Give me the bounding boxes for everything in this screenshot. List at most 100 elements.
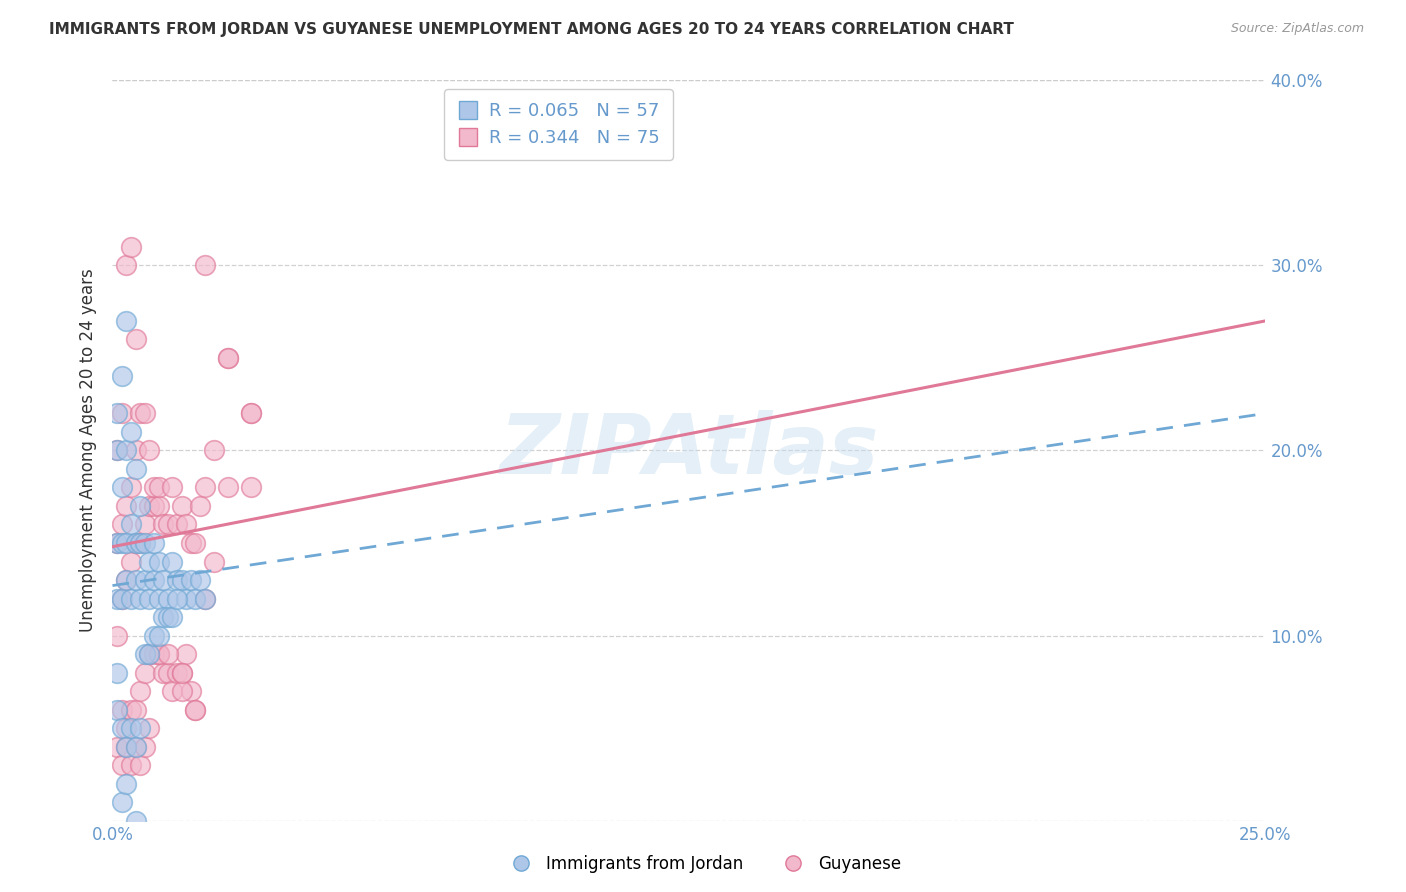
Point	[138, 721, 160, 735]
Point	[148, 591, 170, 606]
Point	[105, 536, 128, 550]
Point	[124, 462, 146, 476]
Point	[138, 499, 160, 513]
Point	[148, 554, 170, 569]
Point	[115, 573, 138, 587]
Point	[194, 481, 217, 495]
Text: IMMIGRANTS FROM JORDAN VS GUYANESE UNEMPLOYMENT AMONG AGES 20 TO 24 YEARS CORREL: IMMIGRANTS FROM JORDAN VS GUYANESE UNEMP…	[49, 22, 1014, 37]
Point	[120, 425, 142, 439]
Point	[105, 739, 128, 754]
Point	[120, 517, 142, 532]
Point	[115, 259, 138, 273]
Point	[129, 536, 152, 550]
Point	[111, 369, 134, 384]
Point	[166, 665, 188, 680]
Point	[180, 573, 202, 587]
Legend: Immigrants from Jordan, Guyanese: Immigrants from Jordan, Guyanese	[498, 848, 908, 880]
Point	[124, 739, 146, 754]
Point	[115, 739, 138, 754]
Point	[124, 703, 146, 717]
Point	[105, 536, 128, 550]
Point	[105, 443, 128, 458]
Point	[115, 314, 138, 328]
Point	[156, 517, 179, 532]
Point	[120, 240, 142, 254]
Point	[162, 481, 184, 495]
Point	[239, 481, 262, 495]
Point	[134, 517, 156, 532]
Point	[148, 499, 170, 513]
Point	[120, 554, 142, 569]
Point	[143, 573, 166, 587]
Point	[115, 499, 138, 513]
Point	[156, 591, 179, 606]
Point	[124, 573, 146, 587]
Legend: R = 0.065   N = 57, R = 0.344   N = 75: R = 0.065 N = 57, R = 0.344 N = 75	[444, 89, 673, 160]
Point	[174, 647, 197, 661]
Point	[124, 814, 146, 828]
Point	[162, 554, 184, 569]
Point	[194, 591, 217, 606]
Point	[124, 332, 146, 346]
Point	[129, 499, 152, 513]
Point	[111, 795, 134, 809]
Point	[111, 758, 134, 772]
Point	[134, 739, 156, 754]
Point	[170, 573, 193, 587]
Point	[111, 517, 134, 532]
Point	[129, 758, 152, 772]
Point	[138, 443, 160, 458]
Point	[115, 573, 138, 587]
Point	[148, 647, 170, 661]
Text: ZIPAtlas: ZIPAtlas	[499, 410, 879, 491]
Point	[170, 665, 193, 680]
Point	[143, 499, 166, 513]
Point	[111, 721, 134, 735]
Point	[217, 481, 239, 495]
Point	[115, 443, 138, 458]
Point	[115, 536, 138, 550]
Point	[120, 481, 142, 495]
Point	[239, 407, 262, 421]
Point	[194, 259, 217, 273]
Point	[120, 721, 142, 735]
Point	[124, 536, 146, 550]
Point	[143, 628, 166, 642]
Point	[162, 610, 184, 624]
Point	[105, 628, 128, 642]
Point	[134, 573, 156, 587]
Point	[134, 647, 156, 661]
Point	[202, 443, 225, 458]
Text: Source: ZipAtlas.com: Source: ZipAtlas.com	[1230, 22, 1364, 36]
Point	[166, 573, 188, 587]
Point	[124, 443, 146, 458]
Point	[105, 703, 128, 717]
Point	[170, 499, 193, 513]
Point	[105, 591, 128, 606]
Point	[180, 684, 202, 698]
Point	[194, 591, 217, 606]
Point	[120, 758, 142, 772]
Point	[188, 499, 211, 513]
Point	[143, 647, 166, 661]
Point	[156, 665, 179, 680]
Y-axis label: Unemployment Among Ages 20 to 24 years: Unemployment Among Ages 20 to 24 years	[79, 268, 97, 632]
Point	[202, 554, 225, 569]
Point	[217, 351, 239, 365]
Point	[115, 739, 138, 754]
Point	[105, 665, 128, 680]
Point	[174, 517, 197, 532]
Point	[129, 591, 152, 606]
Point	[162, 684, 184, 698]
Point	[134, 665, 156, 680]
Point	[152, 610, 174, 624]
Point	[166, 591, 188, 606]
Point	[129, 536, 152, 550]
Point	[138, 591, 160, 606]
Point	[217, 351, 239, 365]
Point	[152, 665, 174, 680]
Point	[111, 703, 134, 717]
Point	[180, 536, 202, 550]
Point	[143, 481, 166, 495]
Point	[120, 591, 142, 606]
